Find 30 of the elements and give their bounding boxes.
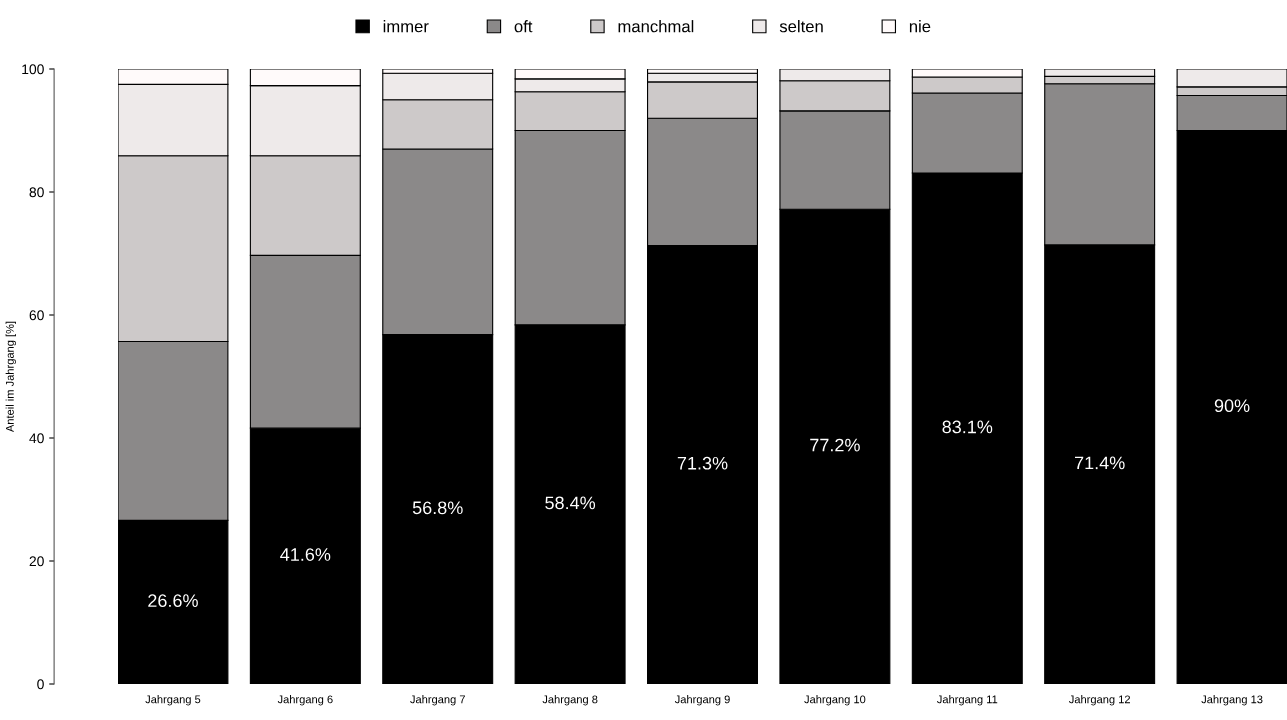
y-tick-label: 60	[29, 310, 44, 321]
data-label: 90%	[1214, 399, 1250, 413]
y-tick-label: 80	[29, 187, 44, 198]
data-label: 77.2%	[810, 438, 860, 452]
data-label: 26.6%	[148, 594, 198, 608]
legend-label: nie	[909, 20, 931, 33]
x-tick-label: Jahrgang 13	[1201, 695, 1263, 706]
data-label: 56.8%	[412, 501, 463, 515]
legend-label: oft	[514, 20, 533, 33]
x-tick-label: Jahrgang 12	[1068, 695, 1130, 706]
y-tick-label: 40	[29, 433, 44, 444]
y-tick-label: 0	[37, 679, 44, 690]
x-tick-label: Jahrgang 10	[804, 695, 866, 706]
legend-label: manchmal	[618, 20, 694, 33]
x-tick-label: Jahrgang 7	[410, 695, 465, 706]
x-tick-label: Jahrgang 6	[277, 695, 333, 706]
y-tick-label: 20	[29, 556, 44, 567]
y-axis-title: Anteil im Jahrgang [%]	[5, 321, 16, 433]
data-label: 58.4%	[545, 496, 596, 510]
legend-label: immer	[383, 20, 429, 33]
legend-label: selten	[779, 20, 823, 33]
data-label: 41.6%	[280, 548, 331, 561]
x-tick-label: Jahrgang 9	[674, 695, 730, 706]
y-tick-label: 100	[22, 64, 44, 75]
x-tick-label: Jahrgang 8	[542, 695, 598, 706]
x-tick-label: Jahrgang 11	[936, 695, 998, 706]
data-label: 83.1%	[942, 420, 993, 434]
x-tick-label: Jahrgang 5	[145, 695, 201, 706]
data-label: 71.3%	[677, 456, 728, 470]
data-label: 71.4%	[1075, 456, 1125, 470]
